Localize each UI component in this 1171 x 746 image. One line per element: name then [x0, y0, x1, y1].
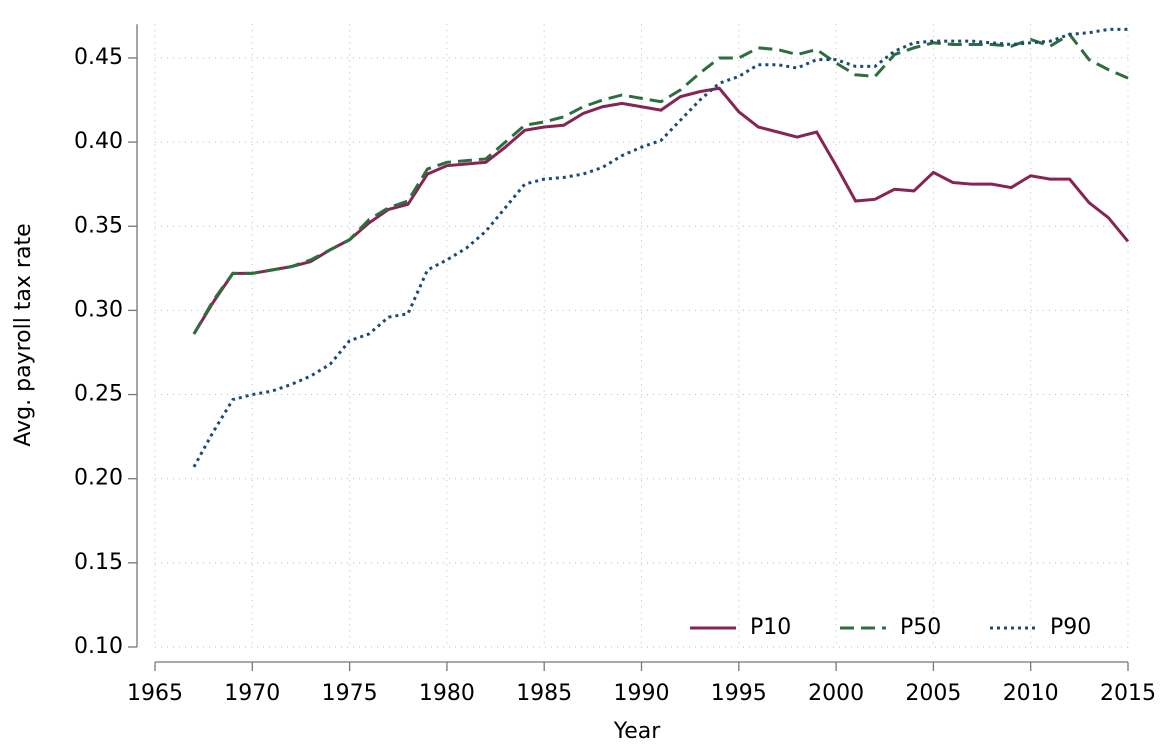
legend-label: P10	[750, 615, 791, 640]
x-axis-label: Year	[613, 719, 662, 744]
data-line	[192, 27, 1128, 468]
y-tick-label: 0.25	[74, 382, 123, 407]
y-tick-label: 0.45	[74, 45, 123, 70]
y-axis-label: Avg. payroll tax rate	[11, 223, 36, 446]
x-tick-label: 1965	[127, 681, 183, 706]
x-tick-label: 2005	[905, 681, 961, 706]
x-tick-label: 1995	[711, 681, 767, 706]
x-tick-label: 1970	[224, 681, 280, 706]
y-tick-label: 0.20	[74, 466, 123, 491]
y-tick-label: 0.15	[74, 550, 123, 575]
y-tick-label: 0.40	[74, 129, 123, 154]
legend-label: P50	[900, 615, 941, 640]
x-tick-label: 1990	[614, 681, 670, 706]
data-line	[192, 32, 1129, 335]
x-tick-label: 1980	[419, 681, 475, 706]
x-tick-label: 2015	[1100, 681, 1156, 706]
x-tick-label: 1985	[516, 681, 572, 706]
y-tick-label: 0.35	[74, 213, 123, 238]
legend-label: P90	[1050, 615, 1091, 640]
x-tick-label: 1975	[322, 681, 378, 706]
y-tick-label: 0.30	[74, 297, 123, 322]
data-line	[192, 86, 1130, 335]
x-tick-label: 2010	[1003, 681, 1059, 706]
x-tick-label: 2000	[808, 681, 864, 706]
y-tick-label: 0.10	[74, 634, 123, 659]
